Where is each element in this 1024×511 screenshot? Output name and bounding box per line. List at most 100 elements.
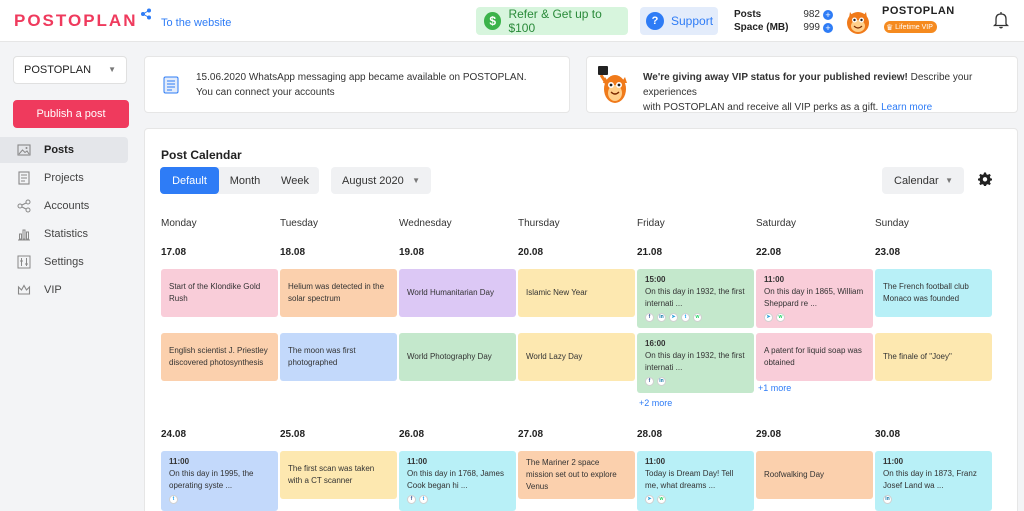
sidebar-item-projects[interactable]: Projects [0, 165, 128, 191]
event-text: On this day in 1932, the first internati… [645, 351, 745, 372]
scheduled-post[interactable]: 11:00 Today is Dream Day! Tell me, what … [637, 451, 754, 511]
bell-icon[interactable] [993, 11, 1009, 29]
social-icons: f t [407, 495, 508, 504]
more-posts-link[interactable]: +1 more [758, 383, 792, 393]
date-label: 24.08 [161, 429, 187, 440]
calendar-event[interactable]: English scientist J. Priestley discovere… [161, 333, 278, 381]
calendar-event[interactable]: The first scan was taken with a CT scann… [280, 451, 397, 499]
post-time: 15:00 [645, 275, 666, 284]
sidebar-item-vip[interactable]: VIP [0, 277, 128, 303]
calendar-event[interactable]: The Mariner 2 space mission set out to e… [518, 451, 635, 499]
brand-select-label: POSTOPLAN [24, 64, 92, 76]
post-calendar-panel: Post Calendar Default Month Week August … [144, 128, 1018, 511]
sidebar-item-statistics[interactable]: Statistics [0, 221, 128, 247]
day-name: Sunday [875, 218, 909, 229]
event-text: On this day in 1995, the operating syste… [169, 469, 254, 490]
postoplan-logo[interactable]: POSTOPLAN [14, 11, 138, 30]
day-name: Monday [161, 218, 197, 229]
tab-month[interactable]: Month [229, 174, 261, 187]
day-name: Thursday [518, 218, 560, 229]
refer-label: Refer & Get up to $100 [508, 7, 602, 35]
add-space-icon[interactable]: + [823, 23, 833, 33]
event-text: Start of the Klondike Gold Rush [169, 282, 261, 303]
scheduled-post[interactable]: 11:00 On this day in 1865, William Shepp… [756, 269, 873, 328]
projects-icon [18, 171, 30, 185]
event-text: On this day in 1932, the first internati… [645, 287, 745, 308]
social-icons: f in ➤ t w [645, 313, 746, 322]
support-button[interactable]: ? Support [640, 7, 718, 35]
scheduled-post[interactable]: 15:00 On this day in 1932, the first int… [637, 269, 754, 328]
sidebar-item-label: Posts [44, 144, 74, 156]
user-name[interactable]: POSTOPLAN [882, 5, 955, 17]
facebook-icon: f [407, 495, 416, 504]
notice-text: Describe your experiences [643, 72, 973, 98]
post-time: 11:00 [883, 457, 904, 466]
avatar[interactable] [845, 5, 871, 35]
post-time: 11:00 [645, 457, 666, 466]
calendar-event[interactable]: Islamic New Year [518, 269, 635, 317]
day-name: Tuesday [280, 218, 318, 229]
facebook-icon: f [645, 377, 654, 386]
sidebar-item-label: VIP [44, 284, 62, 296]
event-text: Roofwalking Day [764, 470, 825, 479]
calendar-event[interactable]: Roofwalking Day [756, 451, 873, 499]
scheduled-post[interactable]: 11:00 On this day in 1768, James Cook be… [399, 451, 516, 511]
vip-giveaway-notice: We're giving away VIP status for your pu… [586, 56, 1018, 113]
day-name: Wednesday [399, 218, 452, 229]
calendar-event[interactable]: World Lazy Day [518, 333, 635, 381]
brand-select[interactable]: POSTOPLAN ▼ [13, 56, 127, 84]
posts-label: Posts [734, 9, 762, 20]
whatsapp-icon: w [776, 313, 785, 322]
publish-post-button[interactable]: Publish a post [13, 100, 129, 128]
vip-notice-headline: We're giving away VIP status for your pu… [643, 72, 908, 83]
sidebar-item-settings[interactable]: Settings [0, 249, 128, 275]
tab-default[interactable]: Default [160, 167, 219, 194]
scheduled-post[interactable]: 11:00 On this day in 1873, Franz Josef L… [875, 451, 992, 511]
day-name: Friday [637, 218, 665, 229]
support-label: Support [671, 14, 714, 28]
date-label: 27.08 [518, 429, 544, 440]
chart-icon [18, 229, 30, 241]
sidebar-item-accounts[interactable]: Accounts [0, 193, 128, 219]
linkedin-icon: in [657, 313, 666, 322]
event-text: On this day in 1768, James Cook began hi… [407, 469, 504, 490]
post-time: 16:00 [645, 339, 666, 348]
notice-text: You can connect your accounts [196, 87, 335, 98]
social-icons: t [169, 495, 270, 504]
dollar-icon: $ [484, 12, 502, 30]
tab-week[interactable]: Week [281, 174, 309, 187]
scheduled-post[interactable]: 11:00 On this day in 1995, the operating… [161, 451, 278, 511]
calendar-event[interactable]: World Photography Day [399, 333, 516, 381]
calendar-event[interactable]: The French football club Monaco was foun… [875, 269, 992, 317]
notice-text: with POSTOPLAN and receive all VIP perks… [643, 102, 879, 113]
whatsapp-icon: w [657, 495, 666, 504]
month-select[interactable]: August 2020 ▼ [331, 167, 431, 194]
calendar-event[interactable]: The finale of "Joey" [875, 333, 992, 381]
chevron-down-icon: ▼ [945, 176, 953, 185]
add-posts-icon[interactable]: + [823, 10, 833, 20]
twitter-icon: t [681, 313, 690, 322]
event-text: The finale of "Joey" [883, 352, 952, 361]
refer-button[interactable]: $ Refer & Get up to $100 [476, 7, 628, 35]
date-label: 25.08 [280, 429, 306, 440]
calendar-event[interactable]: A patent for liquid soap was obtained [756, 333, 873, 381]
sidebar-item-posts[interactable]: Posts [0, 137, 128, 163]
to-website-link[interactable]: To the website [161, 17, 232, 29]
calendar-event[interactable]: Start of the Klondike Gold Rush [161, 269, 278, 317]
chevron-down-icon: ▼ [108, 65, 116, 74]
sidebar-item-label: Statistics [44, 228, 89, 240]
gear-icon[interactable] [978, 172, 992, 186]
view-select[interactable]: Calendar ▼ [882, 167, 964, 194]
learn-more-link[interactable]: Learn more [881, 102, 933, 113]
image-icon [17, 144, 31, 156]
event-text: English scientist J. Priestley discovere… [169, 346, 268, 367]
calendar-event[interactable]: The moon was first photographed [280, 333, 397, 381]
calendar-event[interactable]: Helium was detected in the solar spectru… [280, 269, 397, 317]
social-icons: in [883, 495, 984, 504]
vip-badge: ♛ Lifetime VIP [884, 21, 937, 33]
more-posts-link[interactable]: +2 more [639, 398, 673, 408]
space-label: Space (MB) [734, 22, 789, 33]
calendar-event[interactable]: World Humanitarian Day [399, 269, 516, 317]
telegram-icon: ➤ [764, 313, 773, 322]
scheduled-post[interactable]: 16:00 On this day in 1932, the first int… [637, 333, 754, 393]
